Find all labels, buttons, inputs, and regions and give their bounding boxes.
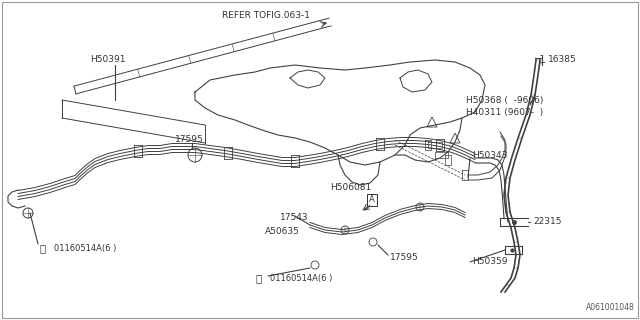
Text: 17595: 17595	[390, 253, 419, 262]
Text: 16385: 16385	[548, 55, 577, 65]
Text: A061001048: A061001048	[586, 303, 635, 312]
Text: H40311 (9607-  ): H40311 (9607- )	[466, 108, 543, 116]
Text: 01160514A(6 ): 01160514A(6 )	[270, 274, 332, 283]
Text: H506081: H506081	[330, 183, 371, 193]
Text: H50359: H50359	[472, 258, 508, 267]
Text: H50391: H50391	[90, 55, 125, 65]
Text: 01160514A(6 ): 01160514A(6 )	[54, 244, 116, 252]
Text: 22315: 22315	[533, 218, 561, 227]
Text: Ⓑ: Ⓑ	[40, 243, 46, 253]
Text: A50635: A50635	[265, 228, 300, 236]
Text: A: A	[369, 196, 375, 204]
Text: 17543: 17543	[280, 213, 308, 222]
Text: 17595: 17595	[175, 135, 204, 145]
Text: H50343: H50343	[472, 150, 508, 159]
Text: Ⓑ: Ⓑ	[255, 273, 261, 283]
Text: H50368 (  -9606): H50368 ( -9606)	[466, 95, 543, 105]
Text: REFER TOFIG.063-1: REFER TOFIG.063-1	[222, 12, 310, 20]
